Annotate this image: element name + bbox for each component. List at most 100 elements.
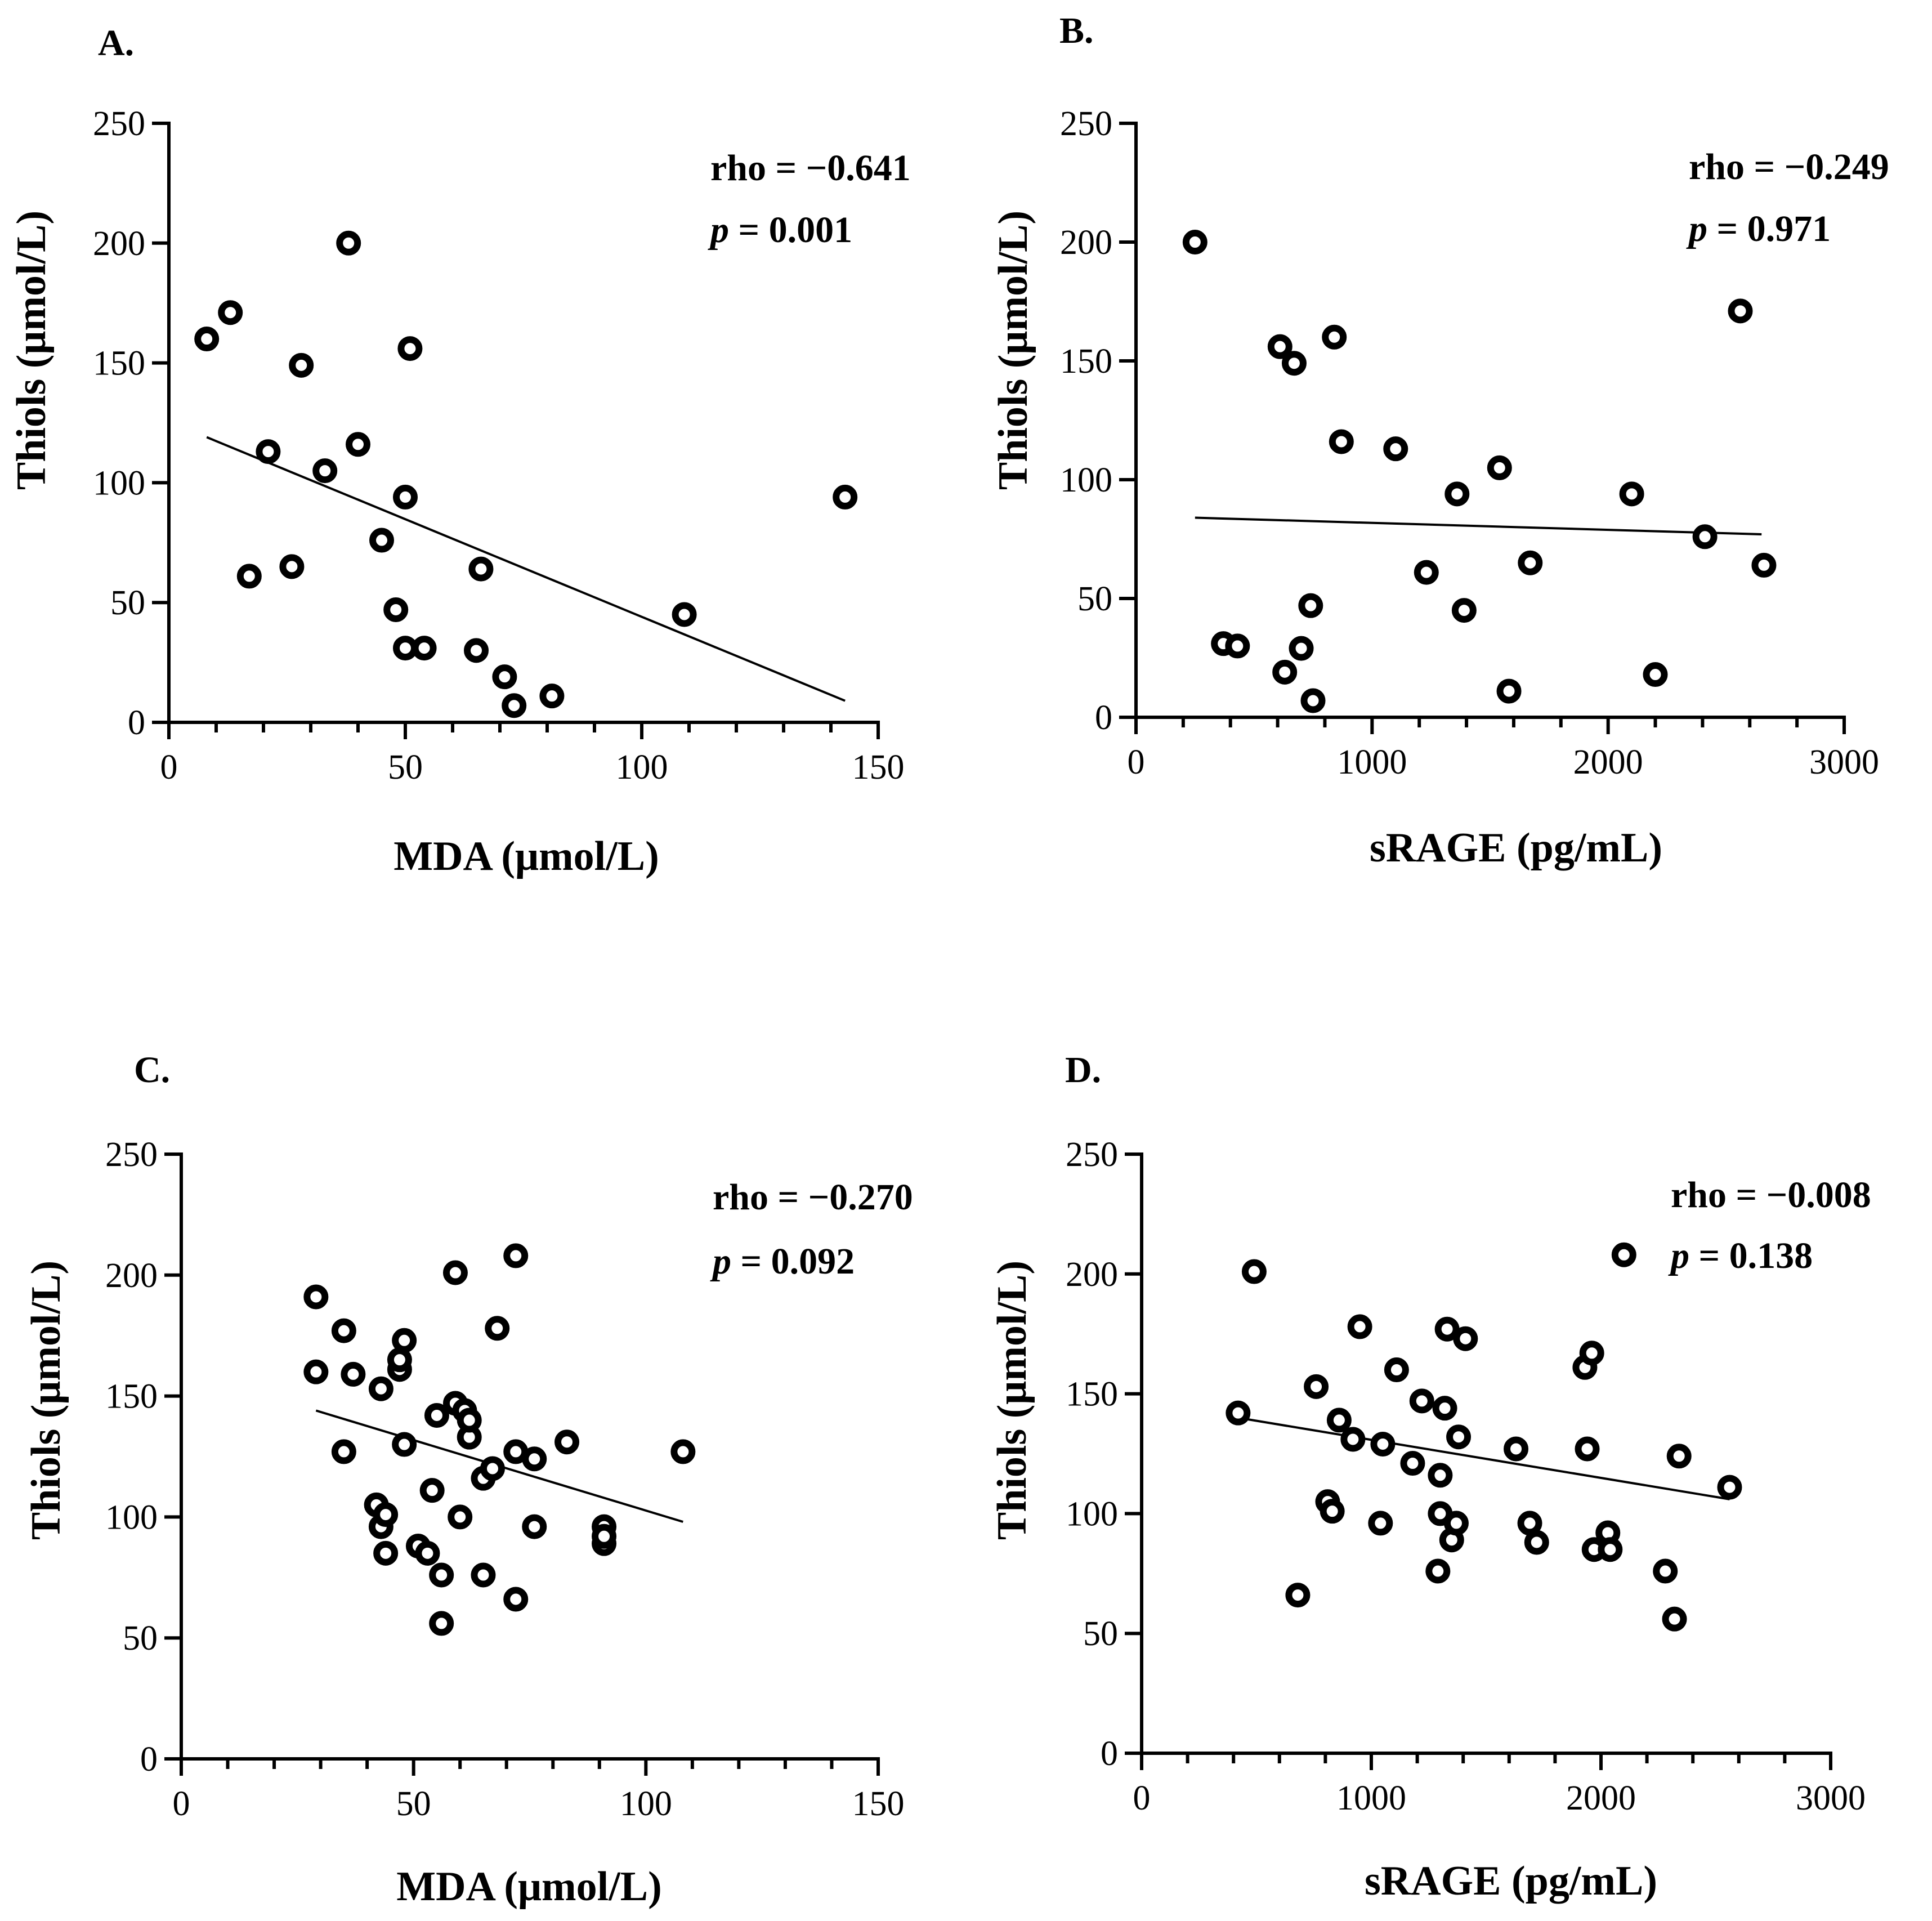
panel-a-data-point: [369, 528, 394, 553]
panel-a-y-tick-label: 250: [93, 105, 145, 143]
panel-c-data-point: [331, 1318, 356, 1343]
panel-a-x-axis-title: MDA (μmol/L): [393, 833, 659, 879]
panel-b-data-point: [1281, 351, 1307, 376]
panel-c-data-point: [522, 1446, 547, 1472]
panel-c-data-point: [341, 1361, 366, 1387]
panel-c-p-symbol: p: [710, 1241, 731, 1282]
panel-d-x-tick-label: 3000: [1796, 1779, 1866, 1817]
panel-d-data-point: [1409, 1388, 1434, 1414]
panel-c-data-point: [442, 1260, 468, 1285]
panel-c-data-point: [368, 1376, 393, 1401]
panel-b-data-point: [1451, 598, 1477, 623]
panel-a-data-point: [312, 458, 338, 484]
panel-a-rho: rho = −0.641: [710, 148, 911, 189]
panel-c-data-point: [429, 1611, 454, 1636]
panel-c-data-point: [485, 1316, 510, 1341]
panel-c-data-point: [480, 1456, 505, 1481]
panel-d-data-point: [1453, 1326, 1478, 1351]
panel-c-data-point: [522, 1514, 547, 1539]
panel-d-y-tick-label: 100: [1066, 1495, 1118, 1533]
panel-d-y-tick-label: 150: [1066, 1375, 1118, 1414]
panel-c-y-axis-title: Thiols (μmol/L): [23, 1261, 69, 1540]
panel-b-p-value: p = 0.971: [1686, 208, 1831, 249]
panel-d: D. rho = −0.008 p = 0.138 sRAGE (pg/mL) …: [989, 1049, 1871, 1904]
panel-b-data-point: [1267, 334, 1293, 359]
panel-c-data-point: [331, 1439, 356, 1464]
panel-d-data-point: [1717, 1475, 1742, 1500]
panel-b-x-tick-label: 3000: [1809, 743, 1879, 781]
panel-c-data-point: [419, 1478, 445, 1503]
panel-b-data-point: [1487, 455, 1512, 480]
panel-a-x-tick-label: 50: [388, 748, 423, 787]
panel-a-y-tick-label: 200: [93, 225, 145, 263]
panel-a-data-point: [194, 327, 220, 352]
panel-c-y-tick-label: 250: [105, 1136, 158, 1174]
panel-a-trend-line: [206, 436, 846, 702]
panel-b-p-symbol: p: [1686, 208, 1707, 249]
panel-c-y-tick-label: 150: [105, 1378, 158, 1416]
panel-d-x-tick-label: 1000: [1336, 1779, 1406, 1817]
panel-b-y-tick-label: 250: [1060, 105, 1112, 143]
panel-d-x-tick-label: 2000: [1566, 1779, 1636, 1817]
panel-c-data-point: [457, 1408, 482, 1433]
panel-c-data-point: [303, 1284, 329, 1310]
panel-c-y-tick-label: 0: [140, 1740, 158, 1779]
panel-b-data-point: [1272, 659, 1298, 685]
panel-d-data-point: [1400, 1451, 1425, 1476]
panel-b-y-tick-label: 0: [1095, 699, 1112, 737]
panel-b-data-point: [1518, 550, 1543, 575]
panel-d-y-tick-label: 200: [1066, 1256, 1118, 1294]
panel-a-data-point: [256, 439, 281, 464]
panel-d-data-point: [1285, 1583, 1311, 1608]
panel-a-x-tick-label: 100: [616, 748, 668, 787]
panel-a-data-point: [397, 336, 423, 361]
panel-a-p-text: = 0.001: [729, 209, 852, 251]
panel-b-data-point: [1329, 429, 1354, 454]
panel-d-data-point: [1443, 1511, 1469, 1536]
panel-c-y-tick-label: 200: [105, 1257, 158, 1295]
panel-b-y-tick-label: 200: [1060, 224, 1112, 262]
panel-a-x-tick-label: 150: [852, 748, 905, 787]
panel-d-data-point: [1226, 1400, 1251, 1426]
panel-c-data-point: [448, 1504, 473, 1530]
panel-c-data-point: [387, 1347, 412, 1373]
panel-d-p-value: p = 0.138: [1668, 1235, 1813, 1276]
panel-d-data-point: [1517, 1511, 1542, 1536]
panel-a-data-point: [346, 432, 370, 457]
panel-c-data-point: [373, 1540, 399, 1566]
panel-b-data-point: [1692, 524, 1718, 550]
panel-b-data-point: [1444, 481, 1470, 507]
panel-c-data-point: [373, 1502, 399, 1527]
panel-a-data-point: [393, 636, 418, 661]
panel-d-data-point: [1425, 1558, 1451, 1584]
panel-a-y-axis-title: Thiols (μmol/L): [8, 211, 55, 490]
panel-d-data-point: [1326, 1408, 1352, 1433]
panel-b-y-axis-title: Thiols (μmol/L): [990, 211, 1036, 490]
panel-a-label: A.: [98, 23, 134, 64]
panel-d-rho: rho = −0.008: [1671, 1174, 1871, 1216]
panel-a-data-point: [279, 554, 305, 579]
panel-b-data-point: [1643, 662, 1668, 687]
panel-b-x-tick-label: 2000: [1573, 743, 1643, 781]
panel-b-data-point: [1414, 560, 1439, 585]
panel-c-data-point: [471, 1562, 496, 1588]
panel-a-data-point: [833, 484, 858, 510]
panel-c-label: C.: [134, 1049, 170, 1091]
panel-c-p-value: p = 0.092: [710, 1241, 855, 1282]
panel-b-x-tick-label: 0: [1128, 743, 1145, 781]
panel-d-data-point: [1241, 1259, 1267, 1284]
panel-a-data-point: [539, 683, 565, 709]
panel-b-data-point: [1383, 436, 1408, 462]
panel-d-data-point: [1524, 1530, 1549, 1555]
panel-d-data-point: [1446, 1424, 1472, 1450]
panel-b-y-tick-label: 150: [1060, 342, 1112, 381]
panel-c-data-point: [424, 1402, 449, 1428]
panel-a-data-point: [289, 352, 314, 378]
panel-b-data-point: [1619, 481, 1644, 507]
panel-a-data-point: [383, 597, 409, 622]
panel-c-data-point: [670, 1439, 696, 1464]
panel-a-data-point: [672, 602, 697, 627]
panel-c-p-text: = 0.092: [731, 1241, 855, 1282]
panel-a-p-value: p = 0.001: [708, 209, 852, 251]
panel-d-data-point: [1434, 1316, 1460, 1342]
